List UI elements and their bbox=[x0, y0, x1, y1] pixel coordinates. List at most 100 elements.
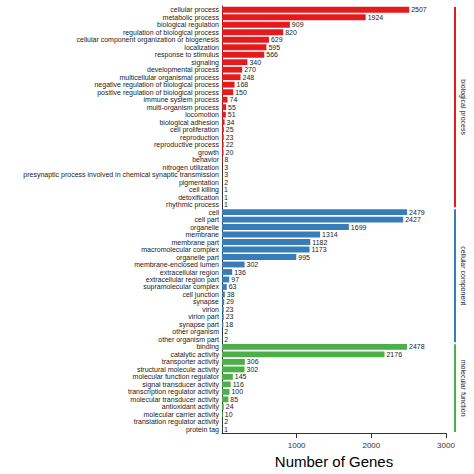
svg-text:pigmentation: pigmentation bbox=[178, 178, 219, 186]
svg-text:growth: growth bbox=[198, 148, 219, 156]
svg-text:909: 909 bbox=[292, 21, 304, 28]
svg-text:340: 340 bbox=[249, 59, 261, 66]
svg-text:150: 150 bbox=[235, 89, 247, 96]
svg-text:biological process: biological process bbox=[459, 79, 467, 135]
svg-text:306: 306 bbox=[247, 358, 259, 365]
svg-text:behavior: behavior bbox=[192, 156, 220, 163]
svg-text:rhythmic process: rhythmic process bbox=[166, 201, 219, 209]
svg-text:membrane: membrane bbox=[186, 231, 220, 238]
svg-text:organelle: organelle bbox=[190, 223, 219, 231]
svg-text:cell killing: cell killing bbox=[189, 186, 219, 194]
svg-text:2507: 2507 bbox=[411, 6, 427, 13]
svg-text:metabolic process: metabolic process bbox=[162, 13, 219, 21]
svg-text:cellular component organizatio: cellular component organization or bioge… bbox=[76, 36, 219, 44]
svg-text:cell: cell bbox=[208, 209, 219, 216]
svg-text:3000: 3000 bbox=[437, 441, 455, 450]
svg-text:membrane part: membrane part bbox=[171, 238, 219, 246]
svg-text:1: 1 bbox=[224, 186, 228, 193]
svg-text:positive regulation of biologi: positive regulation of biological proces… bbox=[97, 88, 219, 96]
svg-text:nitrogen utilization: nitrogen utilization bbox=[162, 163, 219, 171]
svg-text:302: 302 bbox=[247, 366, 259, 373]
svg-text:116: 116 bbox=[233, 381, 244, 388]
svg-text:2427: 2427 bbox=[405, 216, 421, 223]
svg-text:23: 23 bbox=[226, 306, 234, 313]
svg-text:248: 248 bbox=[243, 74, 255, 81]
svg-text:3: 3 bbox=[224, 171, 228, 178]
svg-text:20: 20 bbox=[225, 149, 233, 156]
svg-text:2: 2 bbox=[224, 328, 228, 335]
svg-text:29: 29 bbox=[226, 298, 234, 305]
svg-text:reproduction: reproduction bbox=[180, 133, 219, 141]
svg-text:23: 23 bbox=[226, 134, 234, 141]
svg-text:595: 595 bbox=[268, 44, 280, 51]
svg-text:1: 1 bbox=[224, 426, 228, 433]
svg-text:2478: 2478 bbox=[409, 343, 425, 350]
svg-text:developmental process: developmental process bbox=[147, 66, 219, 74]
svg-text:145: 145 bbox=[235, 373, 247, 380]
svg-text:1314: 1314 bbox=[322, 231, 338, 238]
svg-text:2: 2 bbox=[224, 336, 228, 343]
svg-text:22: 22 bbox=[226, 141, 234, 148]
svg-text:1000: 1000 bbox=[288, 441, 306, 450]
svg-text:270: 270 bbox=[244, 66, 256, 73]
svg-text:25: 25 bbox=[226, 126, 234, 133]
svg-text:55: 55 bbox=[228, 104, 236, 111]
svg-text:63: 63 bbox=[229, 283, 237, 290]
svg-text:protein tag: protein tag bbox=[186, 426, 219, 434]
svg-text:1: 1 bbox=[224, 201, 228, 208]
svg-text:2: 2 bbox=[224, 179, 228, 186]
svg-text:immune system process: immune system process bbox=[143, 96, 219, 104]
svg-text:168: 168 bbox=[237, 81, 249, 88]
svg-text:2000: 2000 bbox=[362, 441, 380, 450]
svg-text:34: 34 bbox=[227, 119, 235, 126]
svg-text:cell part: cell part bbox=[194, 216, 219, 224]
svg-text:302: 302 bbox=[247, 261, 259, 268]
svg-text:8: 8 bbox=[225, 156, 229, 163]
svg-text:detoxification: detoxification bbox=[178, 194, 219, 201]
svg-text:virion: virion bbox=[202, 306, 219, 313]
svg-text:2: 2 bbox=[224, 418, 228, 425]
svg-text:10: 10 bbox=[225, 411, 233, 418]
svg-text:3: 3 bbox=[224, 164, 228, 171]
svg-text:85: 85 bbox=[230, 396, 238, 403]
svg-text:negative regulation of biologi: negative regulation of biological proces… bbox=[94, 81, 219, 89]
svg-text:820: 820 bbox=[285, 29, 297, 36]
svg-text:1699: 1699 bbox=[351, 224, 367, 231]
svg-text:Number of Genes: Number of Genes bbox=[275, 453, 393, 470]
svg-text:organelle part: organelle part bbox=[176, 253, 219, 261]
svg-text:100: 100 bbox=[231, 388, 243, 395]
svg-text:1924: 1924 bbox=[368, 14, 384, 21]
svg-text:995: 995 bbox=[298, 254, 310, 261]
svg-text:membrane-enclosed lumen: membrane-enclosed lumen bbox=[134, 261, 219, 268]
svg-text:multi-organism process: multi-organism process bbox=[146, 103, 219, 111]
svg-text:cellular component: cellular component bbox=[459, 246, 467, 305]
svg-text:presynaptic process involved i: presynaptic process involved in chemical… bbox=[23, 171, 219, 179]
svg-text:regulation of biological proce: regulation of biological process bbox=[122, 28, 219, 36]
svg-text:biological adhesion: biological adhesion bbox=[159, 118, 219, 126]
svg-text:biological regulation: biological regulation bbox=[157, 21, 219, 29]
svg-text:97: 97 bbox=[231, 276, 239, 283]
svg-text:locomotion: locomotion bbox=[185, 111, 219, 118]
svg-text:cellular process: cellular process bbox=[170, 6, 219, 14]
svg-text:1: 1 bbox=[224, 194, 228, 201]
svg-text:signaling: signaling bbox=[191, 58, 219, 66]
svg-text:1173: 1173 bbox=[312, 246, 327, 253]
svg-text:74: 74 bbox=[230, 96, 238, 103]
svg-text:566: 566 bbox=[266, 51, 278, 58]
svg-text:2176: 2176 bbox=[386, 351, 402, 358]
svg-text:136: 136 bbox=[234, 269, 246, 276]
svg-text:38: 38 bbox=[227, 291, 235, 298]
svg-text:localization: localization bbox=[184, 44, 219, 51]
svg-text:24: 24 bbox=[226, 403, 234, 410]
svg-text:629: 629 bbox=[271, 36, 283, 43]
svg-text:1182: 1182 bbox=[312, 239, 327, 246]
svg-text:molecular function: molecular function bbox=[460, 360, 467, 417]
svg-text:2479: 2479 bbox=[409, 209, 425, 216]
svg-text:response to stimulus: response to stimulus bbox=[154, 51, 219, 59]
svg-text:reproductive process: reproductive process bbox=[154, 141, 219, 149]
svg-text:cell proliferation: cell proliferation bbox=[170, 126, 219, 134]
svg-text:51: 51 bbox=[228, 111, 236, 118]
svg-text:23: 23 bbox=[226, 313, 234, 320]
svg-text:18: 18 bbox=[225, 321, 233, 328]
svg-text:multicellular organismal proce: multicellular organismal process bbox=[119, 73, 219, 81]
